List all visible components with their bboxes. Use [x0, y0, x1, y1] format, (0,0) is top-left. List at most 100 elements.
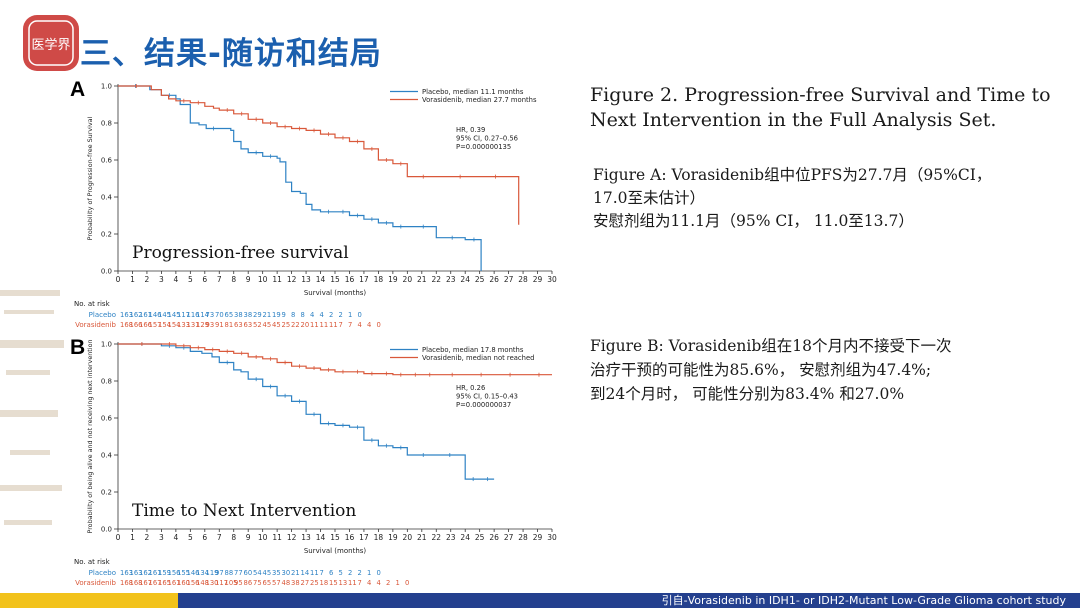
at-risk-value: 15	[329, 579, 338, 587]
at-risk-value: 70	[215, 311, 224, 319]
at-risk-value: 156	[168, 569, 181, 577]
footer-bar	[0, 593, 1080, 608]
at-risk-value: 20	[301, 321, 310, 329]
x-tick-label: 24	[460, 275, 470, 284]
at-risk-value: 21	[263, 311, 272, 319]
at-risk-value: 8	[291, 311, 295, 319]
at-risk-value: 2	[348, 569, 352, 577]
stat-text: 95% CI, 0.27–0.56	[456, 135, 518, 143]
x-tick-label: 7	[217, 275, 222, 284]
at-risk-value: 163	[120, 569, 133, 577]
at-risk-value: 0	[377, 321, 381, 329]
at-risk-value: 11	[310, 321, 319, 329]
at-risk-value: 4	[320, 311, 324, 319]
at-risk-value: 4	[367, 321, 371, 329]
at-risk-value: 145	[158, 311, 171, 319]
at-risk-value: 38	[244, 311, 253, 319]
at-risk-value: 163	[130, 569, 143, 577]
y-tick-label: 0.0	[101, 526, 112, 534]
series-line-placebo	[118, 343, 495, 480]
x-tick-label: 17	[359, 533, 369, 542]
figure-b-description: Figure B: Vorasidenib组在18个月内不接受下一次 治疗干预的…	[590, 334, 1040, 406]
x-tick-label: 17	[359, 275, 369, 284]
y-tick-label: 0.4	[101, 194, 113, 202]
series-line-vorasidenib	[118, 343, 552, 376]
x-tick-label: 1	[130, 533, 135, 542]
x-tick-label: 14	[316, 275, 326, 284]
stat-text: 95% CI, 0.15–0.43	[456, 393, 518, 401]
x-tick-label: 12	[287, 533, 297, 542]
at-risk-value: 161	[168, 579, 181, 587]
at-risk-value: 52	[253, 321, 262, 329]
at-risk-value: 161	[149, 569, 162, 577]
at-risk-value: 63	[234, 321, 243, 329]
at-risk-value: 7	[348, 321, 352, 329]
at-risk-value: 13	[339, 579, 348, 587]
x-tick-label: 12	[287, 275, 297, 284]
at-risk-value: 91	[215, 321, 224, 329]
at-risk-value: 105	[225, 579, 238, 587]
x-tick-label: 15	[330, 275, 340, 284]
y-tick-label: 0.8	[101, 378, 112, 386]
x-tick-label: 11	[272, 533, 282, 542]
at-risk-value: 0	[358, 311, 362, 319]
series-line-placebo	[118, 85, 482, 271]
at-risk-value: 2	[339, 311, 343, 319]
x-tick-label: 8	[231, 275, 236, 284]
at-risk-row-name: Placebo	[89, 311, 116, 319]
stat-text: HR, 0.26	[456, 384, 485, 392]
at-risk-value: 2	[386, 579, 390, 587]
at-risk-value: 60	[244, 569, 253, 577]
x-tick-label: 19	[388, 533, 398, 542]
x-tick-label: 18	[374, 533, 384, 542]
at-risk-value: 11	[329, 321, 338, 329]
x-tick-label: 3	[159, 275, 164, 284]
at-risk-value: 167	[149, 579, 162, 587]
at-risk-value: 35	[272, 569, 281, 577]
x-tick-label: 23	[446, 275, 456, 284]
at-risk-value: 117	[215, 579, 228, 587]
series-line-vorasidenib	[118, 85, 520, 225]
at-risk-row-name: Vorasidenib	[75, 321, 116, 329]
figure-b-line: Figure B: Vorasidenib组在18个月内不接受下一次	[590, 337, 952, 355]
legend-label: Vorasidenib, median 27.7 months	[422, 96, 537, 104]
at-risk-value: 119	[206, 569, 219, 577]
x-tick-label: 20	[403, 533, 413, 542]
x-axis-label: Survival (months)	[304, 547, 367, 555]
at-risk-value: 156	[187, 579, 200, 587]
at-risk-value: 168	[120, 321, 133, 329]
at-risk-value: 38	[291, 579, 300, 587]
chart-panel-b: B 0.0 0.2 0.4 0.6 0.8 1.0 0 1 2 3 4 5 6 7 8 9 10 11 12 13 14 1…	[68, 332, 568, 590]
at-risk-value: 159	[158, 569, 171, 577]
at-risk-value: 163	[120, 311, 133, 319]
at-risk-value: 7	[320, 569, 324, 577]
at-risk-value: 160	[177, 579, 190, 587]
x-tick-label: 6	[202, 533, 207, 542]
at-risk-value: 4	[358, 321, 362, 329]
at-risk-value: 21	[291, 569, 300, 577]
at-risk-value: 2	[329, 311, 333, 319]
at-risk-value: 29	[253, 311, 262, 319]
at-risk-value: 162	[130, 311, 143, 319]
at-risk-value: 155	[177, 569, 190, 577]
at-risk-value: 65	[225, 311, 234, 319]
at-risk-value: 161	[139, 311, 152, 319]
x-tick-label: 13	[301, 275, 311, 284]
at-risk-title: No. at risk	[74, 300, 111, 308]
x-tick-label: 21	[417, 533, 427, 542]
figure-a-line: 17.0至未估计）	[593, 189, 706, 207]
at-risk-value: 166	[139, 321, 152, 329]
x-tick-label: 22	[431, 275, 441, 284]
x-tick-label: 3	[159, 533, 164, 542]
at-risk-value: 167	[139, 579, 152, 587]
x-tick-label: 20	[403, 275, 413, 284]
at-risk-value: 30	[282, 569, 291, 577]
y-tick-label: 0.2	[101, 489, 112, 497]
at-risk-value: 11	[348, 579, 357, 587]
x-tick-label: 0	[116, 275, 121, 284]
footer-citation: 引自-Vorasidenib in IDH1- or IDH2-Mutant L…	[661, 594, 1066, 607]
at-risk-value: 0	[377, 569, 381, 577]
at-risk-value: 48	[282, 579, 291, 587]
stat-text: P=0.000000037	[456, 401, 511, 409]
